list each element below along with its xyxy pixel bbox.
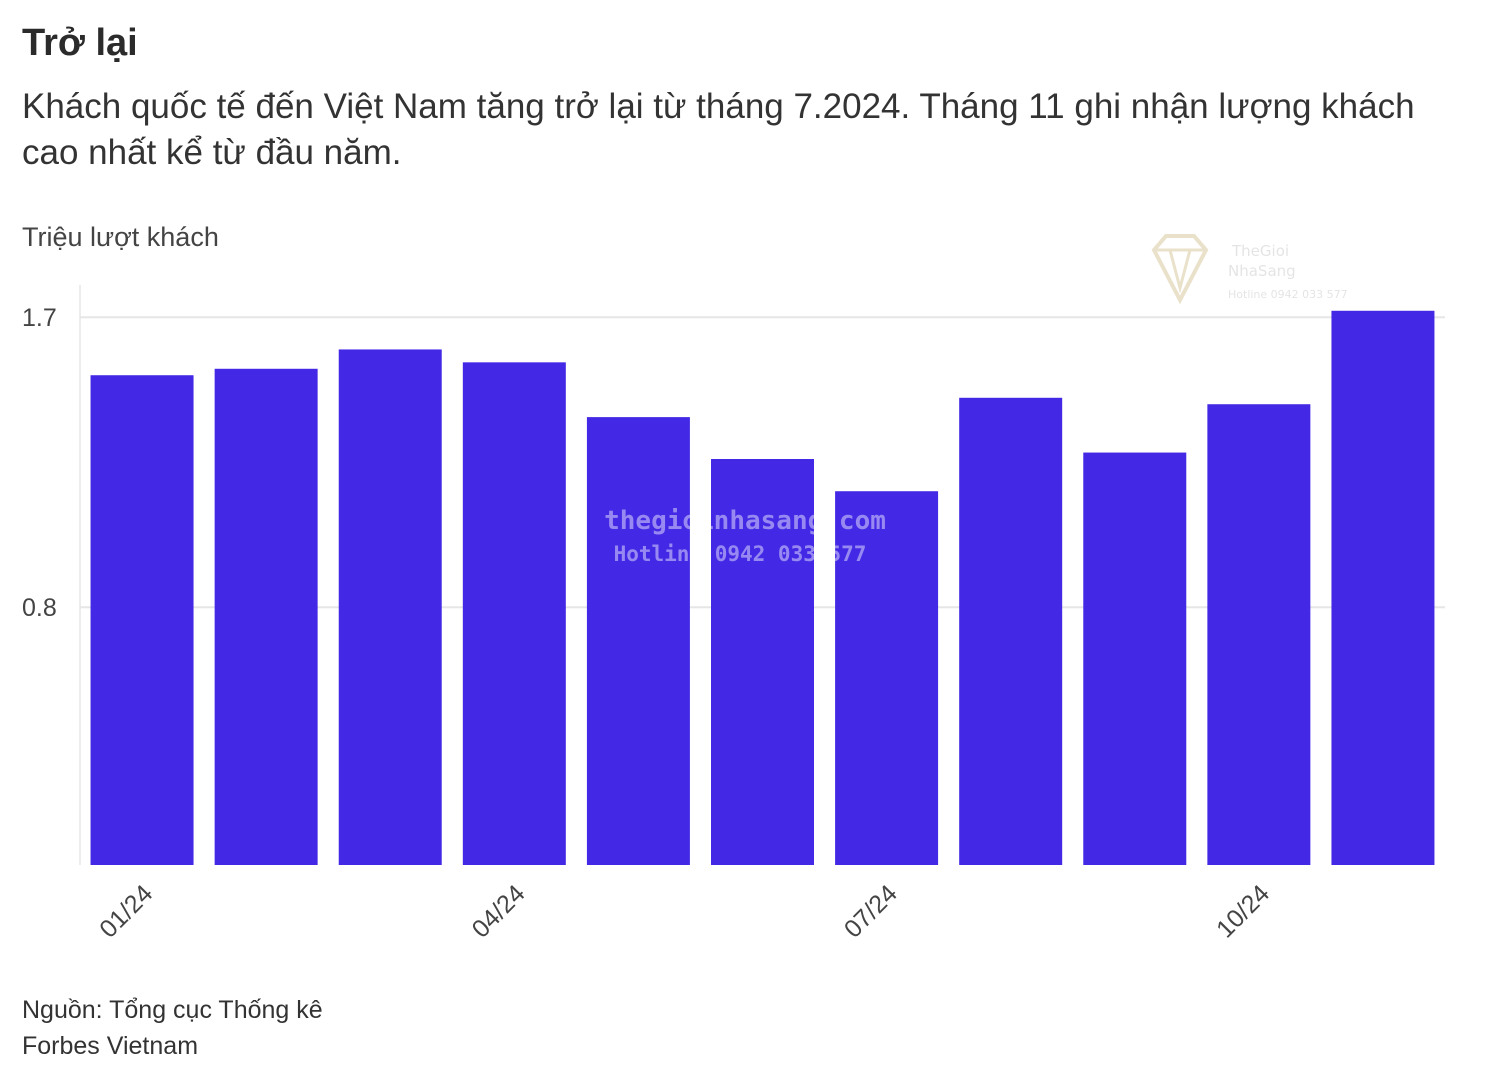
chart-subtitle: Khách quốc tế đến Việt Nam tăng trở lại … <box>22 87 1415 172</box>
y-axis-label: Triệu lượt khách <box>22 222 219 252</box>
bar-11-24 <box>1331 310 1435 865</box>
y-tick-label: 1.7 <box>22 304 57 332</box>
chart-title: Trở lại <box>22 22 138 64</box>
x-tick-label: 04/24 <box>467 879 531 943</box>
source-note: Nguồn: Tổng cục Thống kê <box>22 996 323 1024</box>
bar-08-24 <box>959 397 1063 865</box>
chart-footer: Nguồn: Tổng cục Thống kê Forbes Vietnam <box>22 992 323 1064</box>
bar-03-24 <box>338 349 442 865</box>
bar-04-24 <box>462 362 566 865</box>
bar-07-24 <box>835 491 939 865</box>
x-tick-label: 10/24 <box>1211 879 1275 943</box>
bar-06-24 <box>711 459 814 865</box>
bar-10-24 <box>1207 404 1311 865</box>
watermark-logo-line1: TheGioi <box>1232 242 1290 260</box>
bar-05-24 <box>586 417 690 865</box>
watermark-site: thegioinhasang.com <box>604 506 886 536</box>
x-tick-label: 07/24 <box>839 879 903 943</box>
publisher-note: Forbes Vietnam <box>22 1032 199 1060</box>
x-tick-label: 01/24 <box>94 879 158 943</box>
bar-chart: 0.8 1.7 01/24 04/24 07/24 10/24 <box>22 285 1445 943</box>
watermark-hotline: Hotline 0942 033 577 <box>613 542 867 566</box>
watermark-logo-line3: Hotline 0942 033 577 <box>1228 288 1348 301</box>
bar-01-24 <box>90 375 194 865</box>
watermark-logo: TheGioi NhaSang Hotline 0942 033 577 <box>1140 228 1380 308</box>
y-tick-label: 0.8 <box>22 594 57 622</box>
bar-09-24 <box>1083 452 1187 865</box>
bar-layer <box>90 310 1435 865</box>
bar-02-24 <box>214 368 318 865</box>
diamond-icon <box>1151 234 1209 305</box>
watermark-logo-line2: NhaSang <box>1228 262 1296 280</box>
